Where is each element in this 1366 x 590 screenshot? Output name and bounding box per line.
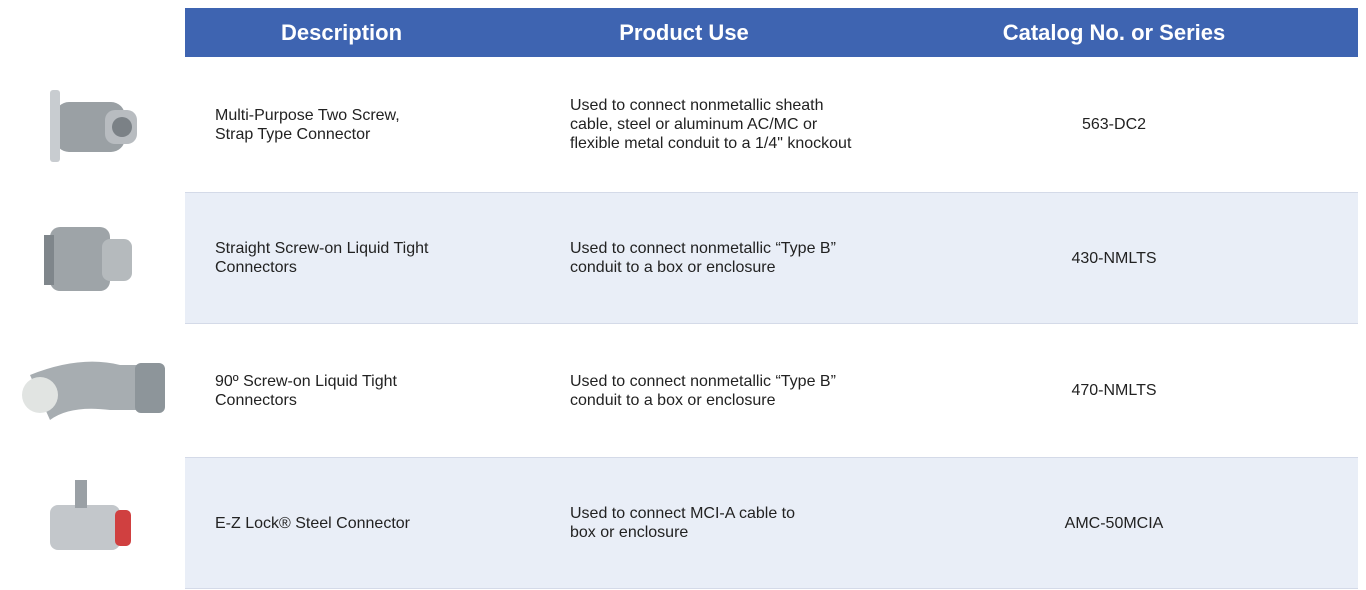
product-image [50, 90, 137, 162]
cell-line: Straight Screw-on Liquid Tight [215, 240, 429, 257]
cell-line: Strap Type Connector [215, 125, 371, 143]
cell-line: conduit to a box or enclosure [570, 259, 776, 276]
cell-line: flexible metal conduit to a 1/4" knockou… [570, 135, 852, 152]
header-cell: Description [280, 20, 403, 45]
table-cell: 563-DC2 [870, 57, 1358, 192]
table-row: Multi-Purpose Two Screw, Strap Type Conne… [185, 57, 1358, 193]
cell-line: Used to connect nonmetallic “Type B” [570, 240, 836, 257]
cell-line: 470-NMLTS [1071, 382, 1157, 399]
cell-line: 430-NMLTS [1071, 249, 1157, 267]
header-row: Description Product Use Catalog No. or Ser… [185, 8, 1358, 57]
table-cell: Used to connect nonmetallic “Type B” cond… [498, 324, 870, 457]
cell-line: Used to connect MCI-A cable to [570, 505, 795, 522]
product-table: Description Product Use Catalog No. or Ser… [185, 8, 1358, 589]
table-cell: Straight Screw-on Liquid Tight Connectors [185, 193, 498, 323]
cell-line: 90º Screw-on Liquid Tight [215, 372, 397, 390]
table-cell: 90º Screw-on Liquid Tight Connectors [185, 324, 498, 457]
product-image [50, 480, 131, 550]
table-cell: Used to connect nonmetallic “Type B” cond… [498, 193, 870, 323]
cell-line: Connectors [215, 391, 297, 409]
table-cell: AMC-50MCIA [870, 458, 1358, 588]
cell-line: AMC-50MCIA [1064, 514, 1164, 532]
header-cell: Product Use [619, 20, 749, 45]
cell-line: E-Z Lock® Steel Connector [215, 514, 410, 532]
table-row: Straight Screw-on Liquid Tight Connectors… [185, 193, 1358, 324]
table-cell: E-Z Lock® Steel Connector [185, 458, 498, 588]
table-row: 90º Screw-on Liquid Tight Connectors Used … [185, 324, 1358, 458]
cell-line: 563-DC2 [1081, 116, 1147, 133]
cell-line: Connectors [215, 259, 297, 276]
table-cell: 470-NMLTS [870, 324, 1358, 457]
table-cell: 430-NMLTS [870, 193, 1358, 323]
cell-line: Multi-Purpose Two Screw, [215, 106, 400, 124]
table-cell: Used to connect MCI-A cable to box or enc… [498, 458, 870, 588]
cell-line: box or enclosure [570, 524, 689, 541]
cell-line: Used to connect nonmetallic “Type B” [570, 372, 836, 390]
cell-line: Used to connect nonmetallic sheath [570, 97, 824, 114]
table-cell: Used to connect nonmetallic sheath cable,… [498, 57, 870, 192]
header-cell: Catalog No. or Series [1002, 20, 1226, 45]
product-image [22, 361, 165, 420]
cell-line: conduit to a box or enclosure [570, 391, 776, 409]
table-row: E-Z Lock® Steel Connector Used to connect… [185, 458, 1358, 589]
cell-line: cable, steel or aluminum AC/MC or [570, 116, 818, 133]
product-image [44, 227, 132, 291]
table-cell: Multi-Purpose Two Screw, Strap Type Conne… [185, 57, 498, 192]
